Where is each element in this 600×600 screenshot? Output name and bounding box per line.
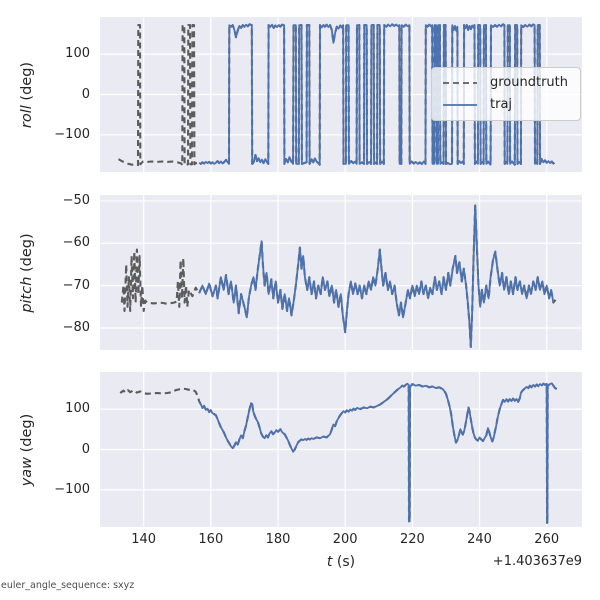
roll-y-axis-label: roll (deg) <box>19 61 35 127</box>
euler-sequence-note: euler_angle_sequence: sxyz <box>1 580 135 591</box>
yaw-y-tick-label: 100 <box>65 401 90 417</box>
x-tick-label: 200 <box>332 532 358 547</box>
pitch-ylabel-var: pitch <box>19 276 35 313</box>
legend-item-groundtruth: groundtruth <box>441 76 568 90</box>
pitch-y-tick-label: −80 <box>62 319 90 335</box>
pitch-subplot <box>100 195 582 350</box>
yaw-y-axis-label: yaw (deg) <box>19 413 35 486</box>
dashed-line-sample-icon <box>443 82 477 84</box>
pitch-y-tick-label: −70 <box>62 277 90 293</box>
x-tick-label: 260 <box>534 532 560 547</box>
yaw-ylabel-unit: (deg) <box>19 413 35 457</box>
x-tick-label: 220 <box>399 532 425 547</box>
roll-ylabel-var: roll <box>19 104 35 128</box>
legend: groundtruth traj <box>431 67 582 121</box>
traj-line-yaw <box>198 382 558 524</box>
yaw-y-tick-label: 0 <box>81 441 90 457</box>
yaw-subplot <box>100 372 582 527</box>
traj-line-roll <box>198 23 555 166</box>
pitch-plot-canvas <box>100 195 582 350</box>
x-axis-label-var: t <box>326 554 333 570</box>
pitch-y-axis-label: pitch (deg) <box>19 233 35 312</box>
yaw-plot-canvas <box>100 372 582 527</box>
x-tick-label: 240 <box>467 532 492 547</box>
x-axis-offset-text: +1.403637e9 <box>492 554 582 569</box>
roll-y-tick-label: 100 <box>65 46 90 62</box>
pitch-y-tick-label: −60 <box>62 235 90 251</box>
yaw-ylabel-var: yaw <box>19 456 35 486</box>
x-axis-label: t (s) <box>100 554 582 570</box>
pitch-y-tick-label: −50 <box>62 192 90 208</box>
x-tick-label: 160 <box>198 532 224 547</box>
traj-line-pitch <box>198 204 555 348</box>
x-tick-label: 180 <box>265 532 291 547</box>
roll-y-tick-label: 0 <box>81 86 90 102</box>
yaw-y-tick-label: −100 <box>54 481 90 497</box>
x-tick-label: 140 <box>131 532 157 547</box>
legend-label-traj: traj <box>490 97 513 112</box>
roll-ylabel-unit: (deg) <box>19 61 35 105</box>
legend-item-traj: traj <box>441 98 568 112</box>
solid-line-sample-icon <box>443 104 477 106</box>
roll-y-tick-label: −100 <box>54 126 90 142</box>
x-axis-label-unit: (s) <box>332 554 356 570</box>
legend-label-groundtruth: groundtruth <box>490 75 569 90</box>
pitch-ylabel-unit: (deg) <box>19 232 35 277</box>
plot-background <box>100 195 582 350</box>
